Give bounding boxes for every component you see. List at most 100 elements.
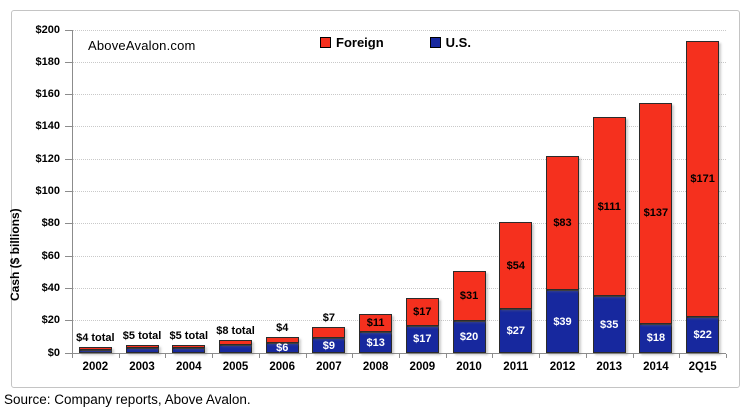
x-tick-label-2008: 2008 (362, 361, 389, 373)
y-tick-label-160: $160 (35, 88, 60, 101)
chart-legend: Foreign U.S. (320, 35, 471, 50)
bar-foreign-2014 (639, 102, 673, 324)
x-tick-4 (258, 354, 260, 358)
bar-foreign-2005 (219, 340, 252, 345)
bar-total-label-2002: $4 total (76, 331, 115, 344)
y-tick-60 (65, 255, 72, 257)
bar-foreign-2003 (125, 344, 159, 349)
y-tick-180 (65, 61, 72, 63)
x-tick-12 (632, 354, 634, 358)
legend-swatch-us-icon (429, 37, 441, 48)
x-tick-label-2002: 2002 (82, 361, 109, 373)
gridline-40 (72, 287, 726, 289)
bar-label-foreign-2014: $137 (643, 207, 669, 220)
bar-label-us-2011: $27 (506, 325, 525, 338)
x-tick-10 (539, 354, 541, 358)
y-tick-200 (65, 29, 72, 31)
bar-us-2003 (125, 348, 159, 353)
x-tick-6 (352, 354, 354, 358)
x-tick-5 (305, 354, 307, 358)
legend-item-foreign: Foreign (320, 35, 384, 50)
bar-foreign-2010 (452, 270, 486, 321)
gridline-100 (72, 191, 726, 192)
x-tick-label-2007: 2007 (316, 361, 342, 373)
bar-us-2005 (219, 344, 252, 353)
bar-label-us-2014: $18 (646, 332, 666, 345)
y-tick-100 (65, 191, 72, 192)
x-tick-0 (72, 354, 73, 358)
bar-us-2014 (639, 323, 673, 353)
y-tick-120 (65, 158, 72, 160)
bar-foreign-2007 (312, 327, 346, 339)
x-tick-label-2009: 2009 (409, 361, 436, 373)
bar-us-2012 (546, 290, 579, 353)
gridline-80 (72, 223, 726, 225)
bar-total-label-2004: $5 total (169, 329, 209, 342)
x-tick-13 (679, 354, 681, 358)
bar-label-foreign-2013: $111 (597, 200, 621, 213)
x-tick-label-2006: 2006 (269, 361, 295, 373)
bar-label-us-2009: $17 (413, 333, 432, 346)
y-tick-140 (65, 126, 72, 128)
bar-foreign-2002 (78, 346, 112, 350)
gridline-60 (72, 255, 726, 257)
y-tick-80 (65, 223, 72, 225)
y-tick-40 (65, 287, 72, 289)
x-tick-label-2011: 2011 (503, 361, 529, 373)
bar-label-us-2010: $20 (459, 330, 479, 343)
gridline-120 (72, 158, 726, 160)
x-tick-label-2010: 2010 (456, 361, 482, 373)
bar-us-2006 (265, 343, 299, 353)
bar-foreign-2012 (546, 155, 579, 290)
bar-label-us-2006: $6 (276, 342, 289, 355)
y-tick-label-0: $0 (47, 346, 60, 359)
y-tick-0 (65, 352, 72, 354)
y-tick-label-200: $200 (35, 23, 60, 36)
x-tick-label-2004: 2004 (175, 361, 202, 373)
y-tick-label-120: $120 (35, 152, 60, 165)
bar-label-us-2008: $13 (366, 336, 385, 349)
bar-foreign-2004 (172, 344, 206, 349)
bar-label-us-2012: $39 (553, 315, 572, 328)
bar-foreign-2011 (499, 222, 533, 310)
x-tick-8 (445, 354, 447, 358)
bar-foreign-2013 (592, 117, 626, 297)
x-tick-3 (212, 354, 214, 358)
bar-total-label-2005: $8 total (216, 325, 255, 338)
x-tick-9 (492, 354, 494, 358)
bar-us-2004 (172, 348, 206, 353)
bar-label-foreign-2006: $4 (276, 321, 289, 334)
bar-label-us-2013: $35 (600, 318, 619, 331)
legend-label-foreign: Foreign (336, 35, 384, 50)
bar-label-foreign-2007: $7 (322, 312, 336, 325)
bar-foreign-2q15 (686, 41, 720, 318)
bar-label-us-2007: $9 (322, 339, 336, 352)
y-tick-20 (65, 320, 72, 322)
legend-item-us: U.S. (429, 35, 471, 50)
bar-us-2009 (405, 325, 439, 353)
x-tick-label-2014: 2014 (643, 361, 669, 373)
x-tick-label-2003: 2003 (129, 361, 155, 373)
bar-foreign-2008 (359, 314, 393, 332)
legend-swatch-foreign-icon (320, 37, 331, 48)
y-tick-label-180: $180 (35, 55, 60, 68)
x-tick-1 (118, 354, 120, 358)
bar-label-us-2q15: $22 (693, 329, 712, 342)
y-tick-label-140: $140 (35, 120, 60, 133)
gridline-180 (72, 61, 726, 63)
bar-us-2011 (499, 309, 533, 353)
x-tick-label-2012: 2012 (549, 361, 576, 373)
bar-label-foreign-2012: $83 (553, 216, 572, 229)
x-axis-line (72, 353, 726, 354)
bar-label-foreign-2009: $17 (413, 305, 432, 318)
bar-label-foreign-2q15: $171 (690, 173, 715, 186)
bar-label-foreign-2010: $31 (459, 289, 479, 302)
gridline-160 (72, 94, 726, 96)
gridline-200 (72, 29, 726, 31)
x-tick-11 (585, 354, 587, 358)
y-axis-line (72, 30, 73, 354)
bar-foreign-2006 (265, 336, 299, 344)
bar-us-2013 (592, 296, 626, 353)
bar-label-foreign-2008: $11 (366, 317, 385, 330)
source-text: Source: Company reports, Above Avalon. (4, 392, 251, 407)
